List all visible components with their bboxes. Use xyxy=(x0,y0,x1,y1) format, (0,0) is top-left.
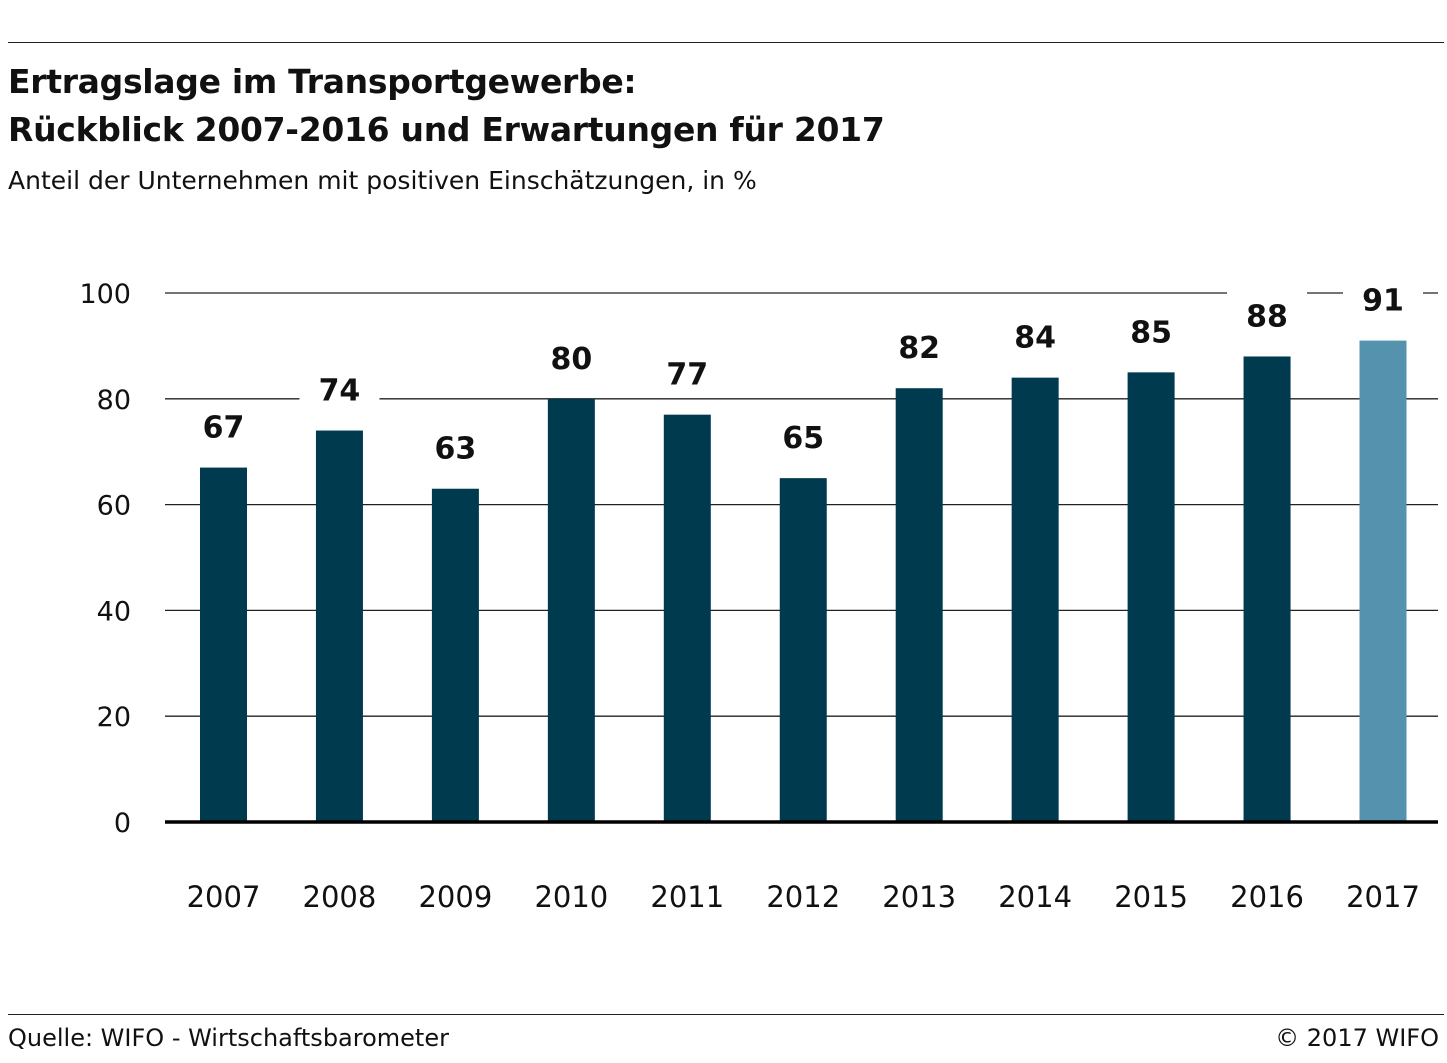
data-label-backdrop-2017 xyxy=(1343,274,1423,321)
x-tick-label-2010: 2010 xyxy=(534,880,608,914)
bar-2007 xyxy=(200,467,247,822)
y-tick-label-0: 0 xyxy=(114,808,131,839)
data-label-backdrop-2012 xyxy=(763,412,844,459)
bar-chart: 0 20 40 60 80 100 67 2007 74 2008 63 2009 80 2010 77 20… xyxy=(79,274,1438,914)
data-label-2013: 82 xyxy=(898,331,940,366)
bar-2012 xyxy=(779,478,827,822)
title-line-2: Rückblick 2007-2016 und Erwartungen für … xyxy=(8,110,885,149)
x-tick-label-2014: 2014 xyxy=(998,880,1072,914)
x-tick-label-2015: 2015 xyxy=(1114,880,1188,914)
x-tick-label-2008: 2008 xyxy=(303,880,377,914)
y-tick-label-40: 40 xyxy=(97,596,131,627)
bar-2008 xyxy=(315,430,363,822)
data-label-2010: 80 xyxy=(550,342,592,377)
data-label-2017: 91 xyxy=(1362,284,1404,319)
data-label-backdrop-2016 xyxy=(1227,290,1308,337)
data-label-backdrop-2013 xyxy=(879,322,960,369)
x-tick-label-2016: 2016 xyxy=(1230,880,1304,914)
y-tick-label-20: 20 xyxy=(97,702,131,733)
data-label-backdrop-2007 xyxy=(183,401,264,448)
bar-2015 xyxy=(1127,372,1175,822)
x-tick-label-2012: 2012 xyxy=(766,880,840,914)
source-note: Quelle: WIFO - Wirtschaftsbarometer xyxy=(8,1024,449,1052)
data-label-backdrop-2010 xyxy=(531,332,612,379)
data-label-2007: 67 xyxy=(203,411,245,446)
data-label-2016: 88 xyxy=(1246,299,1288,334)
y-tick-label-60: 60 xyxy=(97,491,131,522)
x-tick-label-2013: 2013 xyxy=(882,880,956,914)
bar-2014 xyxy=(1011,377,1059,822)
y-tick-label-80: 80 xyxy=(97,385,131,416)
data-label-2015: 85 xyxy=(1130,315,1172,350)
data-label-backdrop-2008 xyxy=(299,364,380,411)
data-label-backdrop-2014 xyxy=(995,311,1076,358)
bar-2011 xyxy=(663,414,711,822)
data-label-2011: 77 xyxy=(666,358,708,393)
bottom-rule xyxy=(8,1014,1444,1015)
top-rule xyxy=(8,42,1444,43)
data-label-2009: 63 xyxy=(435,432,477,467)
x-tick-label-2011: 2011 xyxy=(650,880,724,914)
bar-2010 xyxy=(547,398,595,822)
x-tick-label-2007: 2007 xyxy=(187,880,261,914)
bar-2013 xyxy=(895,388,943,822)
data-label-2012: 65 xyxy=(782,421,824,456)
bar-2009 xyxy=(431,488,479,822)
x-tick-label-2009: 2009 xyxy=(418,880,492,914)
title-line-1: Ertragslage im Transportgewerbe: xyxy=(8,62,637,101)
data-label-2014: 84 xyxy=(1014,321,1056,356)
bar-2016 xyxy=(1243,356,1291,822)
chart-title: Ertragslage im Transportgewerbe: Rückbli… xyxy=(8,58,885,154)
bar-2017 xyxy=(1359,340,1407,822)
data-label-backdrop-2015 xyxy=(1111,306,1192,353)
chart-subtitle: Anteil der Unternehmen mit positiven Ein… xyxy=(8,166,757,195)
x-tick-label-2017: 2017 xyxy=(1346,880,1420,914)
data-label-backdrop-2011 xyxy=(647,348,728,395)
data-label-2008: 74 xyxy=(319,374,361,409)
data-label-backdrop-2009 xyxy=(415,422,496,469)
y-tick-label-100: 100 xyxy=(79,279,131,310)
copyright-note: © 2017 WIFO xyxy=(1275,1024,1439,1052)
